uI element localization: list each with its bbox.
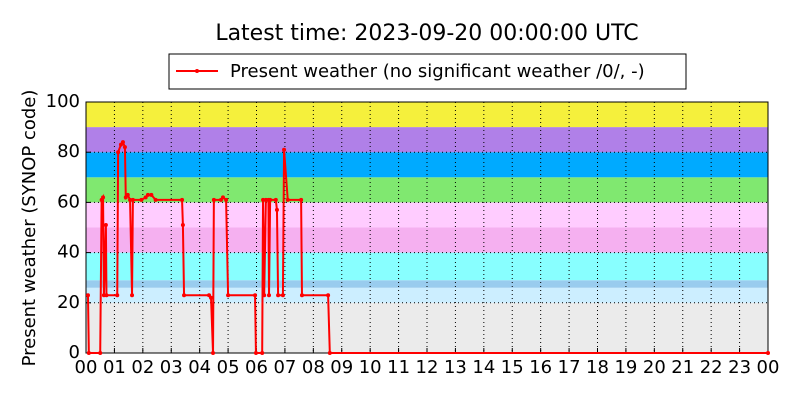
x-tick-label: 03 bbox=[160, 357, 183, 378]
x-tick-label: 19 bbox=[614, 357, 637, 378]
data-point bbox=[130, 293, 135, 298]
data-point bbox=[327, 351, 332, 355]
data-point bbox=[211, 197, 216, 202]
data-point bbox=[209, 295, 214, 300]
x-tick-label: 14 bbox=[472, 357, 495, 378]
data-point bbox=[282, 147, 287, 152]
data-point bbox=[226, 293, 231, 298]
data-point bbox=[326, 293, 331, 298]
background-band bbox=[86, 127, 768, 153]
data-point bbox=[276, 293, 281, 298]
data-point bbox=[149, 192, 154, 197]
x-tick-label: 05 bbox=[217, 357, 240, 378]
x-tick-label: 17 bbox=[558, 357, 581, 378]
data-point bbox=[280, 293, 285, 298]
data-point bbox=[130, 197, 135, 202]
y-tick-label: 40 bbox=[57, 242, 80, 263]
x-tick-label: 20 bbox=[643, 357, 666, 378]
data-point bbox=[180, 197, 185, 202]
background-band bbox=[86, 152, 768, 178]
data-point bbox=[120, 140, 125, 145]
legend-label: Present weather (no significant weather … bbox=[230, 61, 645, 82]
x-tick-label: 08 bbox=[302, 357, 325, 378]
x-tick-label: 00 bbox=[75, 357, 98, 378]
data-point bbox=[253, 293, 258, 298]
legend-marker bbox=[195, 69, 199, 73]
background-band bbox=[86, 227, 768, 253]
data-point bbox=[101, 195, 106, 200]
data-point bbox=[122, 145, 127, 150]
y-axis-label: Present weather (SYNOP code) bbox=[19, 90, 40, 367]
x-tick-label: 06 bbox=[245, 357, 268, 378]
data-point bbox=[153, 197, 158, 202]
background-band bbox=[86, 302, 768, 353]
data-point bbox=[299, 197, 304, 202]
data-point bbox=[260, 351, 265, 355]
x-tick-label: 23 bbox=[728, 357, 751, 378]
x-tick-label: 04 bbox=[188, 357, 211, 378]
x-tick-label: 09 bbox=[330, 357, 353, 378]
data-point bbox=[180, 222, 185, 227]
background-band bbox=[86, 287, 768, 303]
x-tick-label: 16 bbox=[529, 357, 552, 378]
y-tick-label: 0 bbox=[69, 342, 80, 363]
x-tick-label: 22 bbox=[700, 357, 723, 378]
x-tick-label: 21 bbox=[671, 357, 694, 378]
data-point bbox=[261, 197, 266, 202]
x-tick-label: 18 bbox=[586, 357, 609, 378]
x-tick-label: 07 bbox=[273, 357, 296, 378]
x-tick-label: 12 bbox=[416, 357, 439, 378]
y-tick-label: 60 bbox=[57, 191, 80, 212]
y-tick-label: 20 bbox=[57, 292, 80, 313]
data-point bbox=[766, 351, 770, 355]
data-point bbox=[224, 197, 229, 202]
x-tick-label: 02 bbox=[131, 357, 154, 378]
background-band bbox=[86, 280, 768, 288]
data-point bbox=[125, 192, 130, 197]
x-tick-label: 11 bbox=[387, 357, 410, 378]
x-tick-label: 15 bbox=[501, 357, 524, 378]
legend-box bbox=[168, 53, 687, 90]
y-tick-label: 80 bbox=[57, 141, 80, 162]
x-tick-label: 13 bbox=[444, 357, 467, 378]
data-point bbox=[268, 197, 273, 202]
y-tick-label: 100 bbox=[46, 91, 80, 112]
data-point bbox=[220, 195, 225, 200]
data-point bbox=[274, 207, 279, 212]
data-point bbox=[145, 192, 150, 197]
data-point bbox=[299, 293, 304, 298]
data-point bbox=[116, 150, 121, 155]
data-point bbox=[182, 293, 187, 298]
data-point bbox=[85, 293, 90, 298]
chart-title: Latest time: 2023-09-20 00:00:00 UTC bbox=[215, 21, 638, 46]
data-point bbox=[262, 293, 267, 298]
data-point bbox=[253, 351, 258, 355]
data-point bbox=[267, 293, 272, 298]
data-point bbox=[128, 197, 133, 202]
data-point bbox=[211, 351, 216, 355]
x-tick-label: 00 bbox=[757, 357, 780, 378]
data-point bbox=[98, 351, 103, 355]
data-point bbox=[115, 293, 120, 298]
data-point bbox=[285, 197, 290, 202]
data-point bbox=[273, 197, 278, 202]
data-point bbox=[103, 222, 108, 227]
data-point bbox=[86, 351, 91, 355]
data-point bbox=[104, 293, 109, 298]
x-tick-label: 10 bbox=[359, 357, 382, 378]
x-tick-label: 01 bbox=[103, 357, 126, 378]
data-point bbox=[139, 197, 144, 202]
